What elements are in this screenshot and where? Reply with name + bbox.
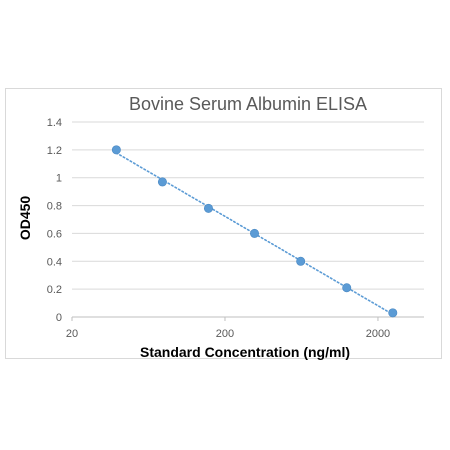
x-tick-label: 200 xyxy=(216,328,234,340)
x-tick-label: 2000 xyxy=(366,328,390,340)
y-tick-label: 0 xyxy=(56,312,62,324)
grid-lines xyxy=(71,121,424,321)
data-point xyxy=(342,283,352,293)
data-point xyxy=(250,228,260,238)
y-tick-label: 0.4 xyxy=(47,256,62,268)
y-tick-labels: 0 0.2 0.4 0.6 0.8 1 1.2 1.4 xyxy=(47,117,62,324)
data-point xyxy=(388,308,398,318)
data-point xyxy=(296,256,306,266)
data-points xyxy=(111,145,398,318)
data-point xyxy=(111,145,121,155)
y-tick-label: 0.2 xyxy=(47,284,62,296)
y-axis-label: OD450 xyxy=(17,196,33,241)
y-tick-label: 1 xyxy=(56,173,62,185)
x-tick-labels: 20 200 2000 xyxy=(66,328,390,340)
y-tick-label: 1.2 xyxy=(47,145,62,157)
chart-title: Bovine Serum Albumin ELISA xyxy=(129,94,367,114)
x-axis-label: Standard Concentration (ng/ml) xyxy=(140,344,350,360)
y-tick-label: 0.6 xyxy=(47,228,62,240)
y-tick-label: 0.8 xyxy=(47,201,62,213)
chart-frame xyxy=(5,88,442,359)
data-point xyxy=(157,177,167,187)
y-tick-label: 1.4 xyxy=(47,117,62,129)
data-point xyxy=(203,203,213,213)
x-tick-label: 20 xyxy=(66,328,78,340)
